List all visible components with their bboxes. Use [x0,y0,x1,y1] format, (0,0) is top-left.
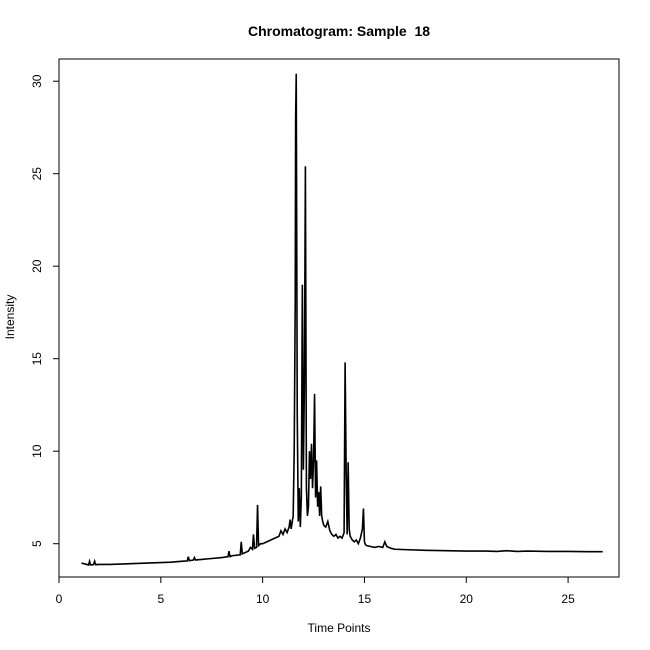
y-tick-label: 10 [30,444,44,458]
y-tick-label: 5 [30,540,44,547]
y-tick-label: 20 [30,259,44,273]
series-line [81,73,603,566]
chart-title: Chromatogram: Sample 18 [248,23,430,39]
x-tick-label: 5 [157,592,164,606]
y-tick-label: 25 [30,167,44,181]
x-tick-label: 0 [56,592,63,606]
y-axis: 5 10 15 20 25 30 [30,74,60,547]
x-tick-label: 25 [561,592,575,606]
y-tick-label: 30 [30,74,44,88]
x-tick-label: 10 [256,592,270,606]
x-axis: 0 5 10 15 20 25 [56,576,575,606]
x-axis-label: Time Points [308,621,371,635]
y-tick-label: 15 [30,352,44,366]
series-layer [81,73,603,566]
x-tick-label: 20 [460,592,474,606]
y-axis-label: Intensity [3,295,17,340]
x-tick-label: 15 [358,592,372,606]
